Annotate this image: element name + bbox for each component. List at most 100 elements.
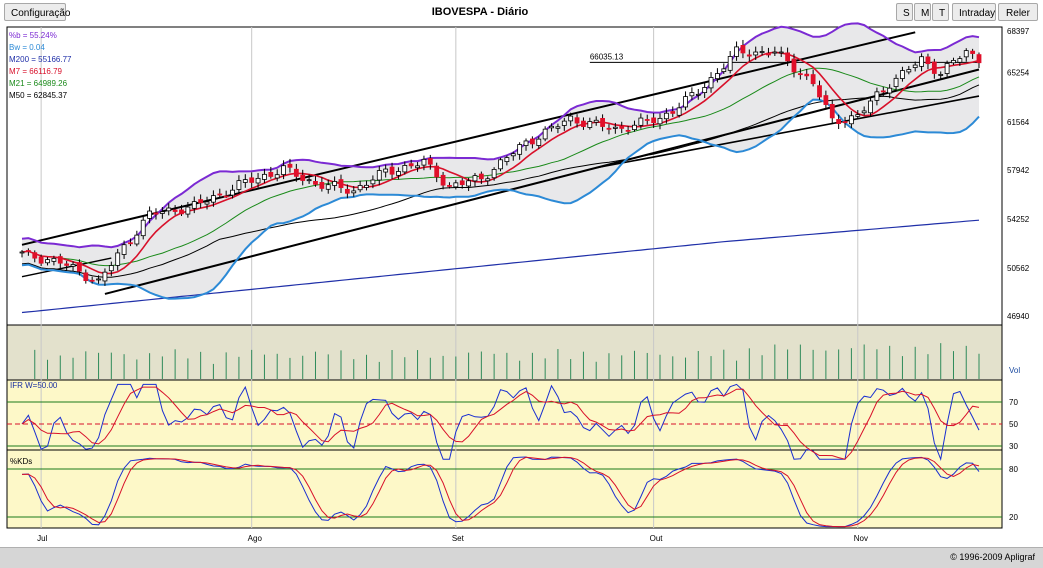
candle-body	[944, 63, 950, 74]
candle-body	[332, 181, 338, 186]
m21-line	[21, 67, 980, 267]
candle-body	[313, 180, 318, 185]
candle-body	[663, 112, 669, 120]
candle-body	[689, 92, 695, 97]
footer-bar: © 1996-2009 Apligraf	[0, 547, 1043, 568]
candle-body	[83, 272, 89, 282]
candle-body	[874, 91, 880, 101]
candle-body	[421, 158, 427, 166]
inner-channel-line	[596, 95, 980, 169]
candle-body	[370, 179, 376, 185]
candle-body	[230, 189, 235, 196]
candle-body	[466, 180, 472, 187]
candle-body	[338, 179, 344, 189]
candle-body	[766, 52, 771, 56]
candle-body	[172, 209, 178, 212]
candle-body	[396, 171, 401, 176]
candle-body	[810, 74, 816, 85]
volume-panel	[6, 324, 1003, 381]
candle-body	[753, 51, 759, 56]
legend-entry: M7 = 66116.79	[9, 67, 63, 76]
candle-body	[523, 140, 529, 146]
candle-body	[823, 95, 829, 105]
candle-body	[255, 177, 261, 184]
candle-body	[657, 117, 663, 125]
candle-body	[45, 259, 50, 264]
candle-body	[797, 73, 803, 76]
ifr-tick-label: 30	[1009, 442, 1018, 451]
x-axis-label: Set	[452, 534, 465, 543]
candle-body	[593, 119, 599, 123]
x-axis-label: Ago	[248, 534, 263, 543]
candle-body	[89, 279, 95, 282]
candle-body	[128, 242, 133, 245]
ifr-signal-line	[21, 386, 980, 460]
candle-body	[612, 126, 618, 129]
candle-body	[319, 182, 325, 189]
price-tick-label: 65254	[1007, 69, 1030, 78]
candle-body	[644, 119, 650, 121]
candle-body	[300, 174, 306, 181]
candle-body	[281, 165, 286, 175]
candle-body	[695, 93, 701, 96]
intraday-button[interactable]: Intraday	[952, 3, 996, 21]
candle-body	[210, 195, 216, 203]
candle-body	[804, 73, 810, 77]
candle-body	[536, 138, 542, 146]
candle-body	[778, 51, 784, 54]
price-tick-label: 46940	[1007, 312, 1030, 321]
candle-body	[951, 60, 956, 64]
candle-body	[102, 271, 108, 282]
candle-body	[121, 244, 127, 255]
candle-body	[64, 263, 70, 266]
candle-body	[574, 117, 580, 124]
candle-body	[785, 52, 790, 62]
t-period-button[interactable]: T	[932, 3, 949, 21]
kd-panel	[6, 449, 1003, 529]
m-period-button[interactable]: M	[914, 3, 931, 21]
candle-body	[791, 58, 797, 73]
candle-body	[147, 210, 153, 219]
candle-body	[868, 100, 873, 114]
candle-body	[108, 265, 114, 272]
candle-body	[453, 182, 459, 188]
candle-body	[931, 61, 937, 74]
candle-body	[472, 175, 478, 182]
candle-body	[478, 173, 484, 180]
candle-body	[383, 168, 389, 173]
candle-body	[561, 120, 567, 126]
copyright-text: © 1996-2009 Apligraf	[950, 552, 1035, 562]
candle-body	[746, 54, 752, 57]
s-period-button[interactable]: S	[896, 3, 913, 21]
candle-body	[166, 207, 172, 212]
candle-body	[25, 250, 31, 252]
candlesticks	[19, 39, 982, 286]
x-axis-label: Out	[650, 534, 664, 543]
candle-body	[600, 118, 605, 127]
candle-body	[242, 179, 248, 183]
candle-body	[912, 64, 918, 68]
configuracao-button[interactable]: Configuração	[4, 3, 70, 21]
legend-entry: M50 = 62845.37	[9, 91, 68, 100]
candle-body	[491, 169, 497, 179]
candle-body	[772, 51, 778, 54]
candle-body	[670, 111, 676, 114]
candle-body	[676, 107, 682, 116]
candle-body	[963, 50, 969, 58]
reler-button[interactable]: Reler	[998, 3, 1038, 21]
candle-body	[236, 180, 242, 190]
bollinger-upper-line	[21, 22, 980, 249]
candle-body	[893, 77, 899, 87]
ifr-label: IFR W=50.00	[10, 381, 58, 390]
candle-body	[880, 90, 886, 93]
candle-body	[325, 184, 331, 190]
candle-body	[179, 209, 184, 215]
level-label: 66035.13	[590, 52, 624, 61]
candle-body	[376, 170, 382, 181]
candle-body	[906, 69, 912, 73]
candle-body	[459, 180, 465, 186]
candle-body	[708, 77, 714, 89]
legend-entry: Bw = 0.04	[9, 43, 45, 52]
kd-label: %KDs	[10, 457, 32, 466]
candle-body	[344, 188, 350, 194]
